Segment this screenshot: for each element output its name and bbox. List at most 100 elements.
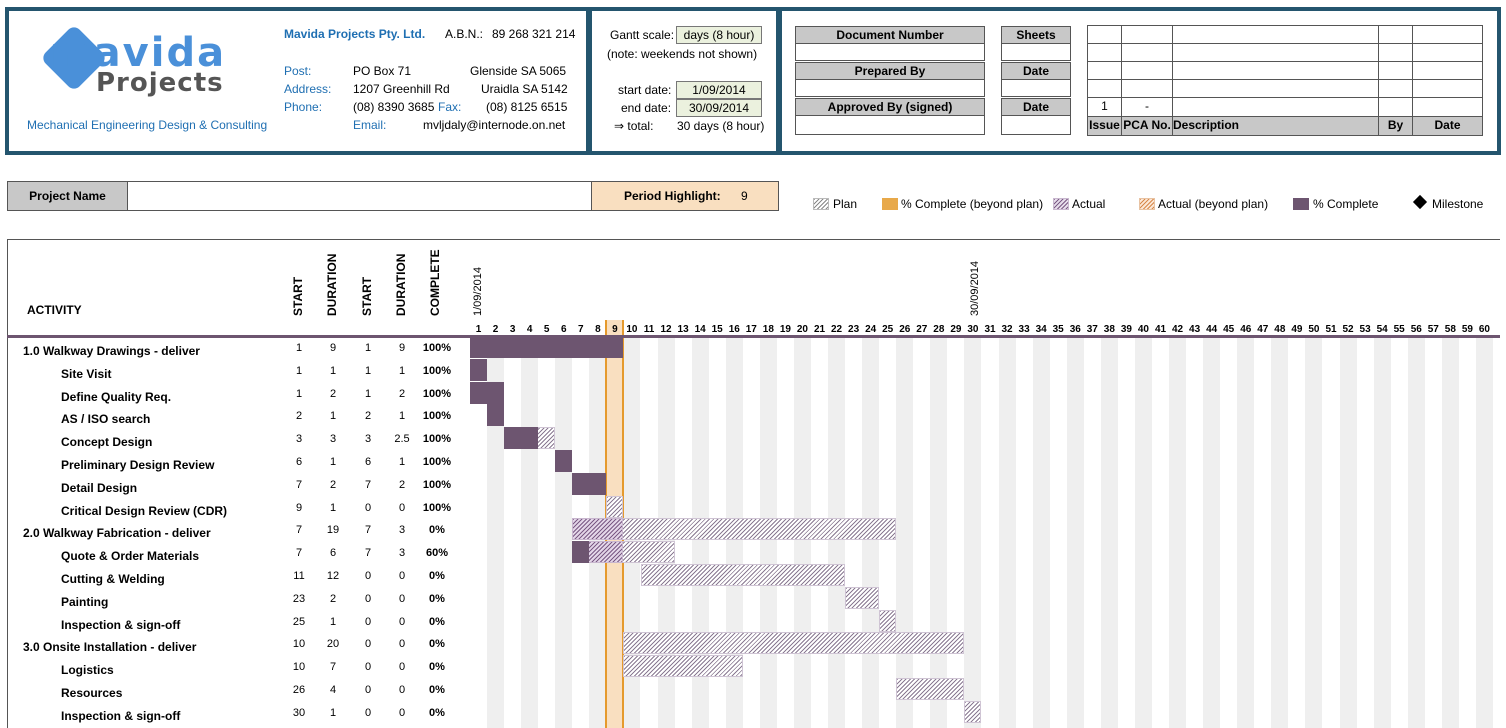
approved-by-field[interactable] (795, 115, 985, 135)
row-value[interactable]: 1 (295, 364, 303, 377)
end-date-input[interactable]: 30/09/2014 (676, 99, 762, 117)
row-complete[interactable]: 0% (429, 661, 445, 674)
row-complete[interactable]: 0% (429, 638, 445, 651)
row-complete[interactable]: 0% (429, 570, 445, 582)
row-value[interactable]: 1 (364, 364, 372, 377)
row-value[interactable]: 1 (329, 706, 337, 719)
row-value[interactable]: 0 (398, 570, 406, 582)
row-complete[interactable]: 100% (422, 342, 452, 354)
row-value[interactable]: 11 (293, 570, 305, 582)
revision-cell[interactable] (1172, 61, 1379, 80)
revision-cell[interactable] (1412, 97, 1483, 117)
row-value[interactable]: 1 (295, 342, 303, 354)
row-value[interactable]: 9 (329, 342, 337, 354)
row-value[interactable]: 2 (364, 410, 372, 423)
period-highlight-box[interactable]: Period Highlight: 9 (591, 181, 779, 211)
row-value[interactable]: 0 (398, 501, 406, 514)
document-number-field[interactable] (795, 43, 985, 61)
revision-cell[interactable] (1378, 25, 1413, 44)
row-value[interactable]: 1 (364, 342, 372, 354)
row-value[interactable]: 0 (364, 615, 372, 628)
row-value[interactable]: 1 (364, 387, 372, 400)
row-value[interactable]: 6 (364, 456, 372, 468)
row-value[interactable]: 3 (398, 547, 406, 560)
row-value[interactable]: 30 (292, 706, 306, 719)
revision-cell[interactable] (1121, 43, 1173, 62)
row-complete[interactable]: 100% (422, 387, 452, 400)
row-value[interactable]: 3 (329, 433, 337, 446)
revision-cell[interactable] (1378, 79, 1413, 98)
revision-cell[interactable] (1121, 79, 1173, 98)
row-value[interactable]: 2 (295, 410, 303, 423)
row-value[interactable]: 3 (295, 433, 303, 446)
revision-cell[interactable] (1087, 43, 1122, 62)
row-value[interactable]: 0 (364, 706, 372, 719)
row-value[interactable]: 3 (364, 433, 372, 446)
row-complete[interactable]: 100% (422, 501, 452, 514)
row-complete[interactable]: 0% (429, 684, 445, 696)
revision-cell[interactable] (1087, 25, 1122, 44)
revision-cell[interactable] (1378, 43, 1413, 62)
row-value[interactable]: 0 (398, 684, 406, 696)
revision-cell[interactable] (1121, 25, 1173, 44)
revision-cell[interactable] (1087, 61, 1122, 80)
row-value[interactable]: 1 (398, 456, 406, 468)
revision-cell[interactable] (1172, 43, 1379, 62)
row-value[interactable]: 1 (398, 364, 406, 377)
row-complete[interactable]: 0% (429, 706, 445, 719)
row-value[interactable]: 0 (398, 661, 406, 674)
row-value[interactable]: 0 (364, 638, 372, 651)
row-value[interactable]: 20 (326, 638, 340, 651)
row-value[interactable]: 1 (329, 456, 337, 468)
row-value[interactable]: 1 (329, 364, 337, 377)
project-name-input[interactable] (127, 181, 592, 211)
row-value[interactable]: 2.5 (394, 433, 410, 446)
row-value[interactable]: 7 (295, 547, 303, 560)
row-value[interactable]: 12 (326, 570, 340, 582)
revision-cell[interactable]: 1 (1087, 97, 1122, 117)
row-value[interactable]: 23 (292, 592, 306, 605)
row-value[interactable]: 2 (329, 592, 337, 605)
revision-cell[interactable] (1412, 43, 1483, 62)
approved-date-field[interactable] (1001, 115, 1071, 135)
revision-cell[interactable] (1378, 97, 1413, 117)
row-value[interactable]: 0 (364, 684, 372, 696)
row-complete[interactable]: 60% (425, 547, 449, 560)
row-value[interactable]: 10 (292, 638, 306, 651)
row-value[interactable]: 7 (364, 547, 372, 560)
revision-cell[interactable] (1412, 79, 1483, 98)
row-complete[interactable]: 0% (429, 592, 445, 605)
revision-cell[interactable] (1172, 25, 1379, 44)
sheets-field[interactable] (1001, 43, 1071, 61)
row-complete[interactable]: 100% (422, 364, 452, 377)
revision-cell[interactable] (1172, 79, 1379, 98)
row-value[interactable]: 4 (329, 684, 337, 696)
prepared-by-field[interactable] (795, 79, 985, 97)
revision-cell[interactable] (1412, 61, 1483, 80)
revision-cell[interactable] (1172, 97, 1379, 117)
row-value[interactable]: 19 (326, 524, 340, 537)
row-complete[interactable]: 0% (429, 615, 445, 628)
row-value[interactable]: 7 (295, 478, 303, 491)
row-value[interactable]: 0 (398, 706, 406, 719)
row-complete[interactable]: 100% (422, 410, 452, 423)
revision-cell[interactable] (1087, 79, 1122, 98)
row-value[interactable]: 2 (398, 387, 406, 400)
row-value[interactable]: 1 (398, 410, 406, 423)
row-complete[interactable]: 0% (429, 524, 445, 537)
row-value[interactable]: 0 (398, 615, 406, 628)
row-complete[interactable]: 100% (422, 433, 452, 446)
row-value[interactable]: 1 (329, 615, 337, 628)
row-value[interactable]: 0 (364, 570, 372, 582)
revision-cell[interactable] (1412, 25, 1483, 44)
row-value[interactable]: 7 (329, 661, 337, 674)
prepared-date-field[interactable] (1001, 79, 1071, 97)
row-value[interactable]: 1 (295, 387, 303, 400)
period-highlight-value[interactable]: 9 (741, 189, 748, 203)
gantt-scale-input[interactable]: days (8 hour) (676, 26, 762, 44)
row-value[interactable]: 26 (292, 684, 306, 696)
row-value[interactable]: 25 (292, 615, 306, 628)
row-value[interactable]: 1 (329, 410, 337, 423)
row-value[interactable]: 0 (398, 592, 406, 605)
row-value[interactable]: 6 (295, 456, 303, 468)
